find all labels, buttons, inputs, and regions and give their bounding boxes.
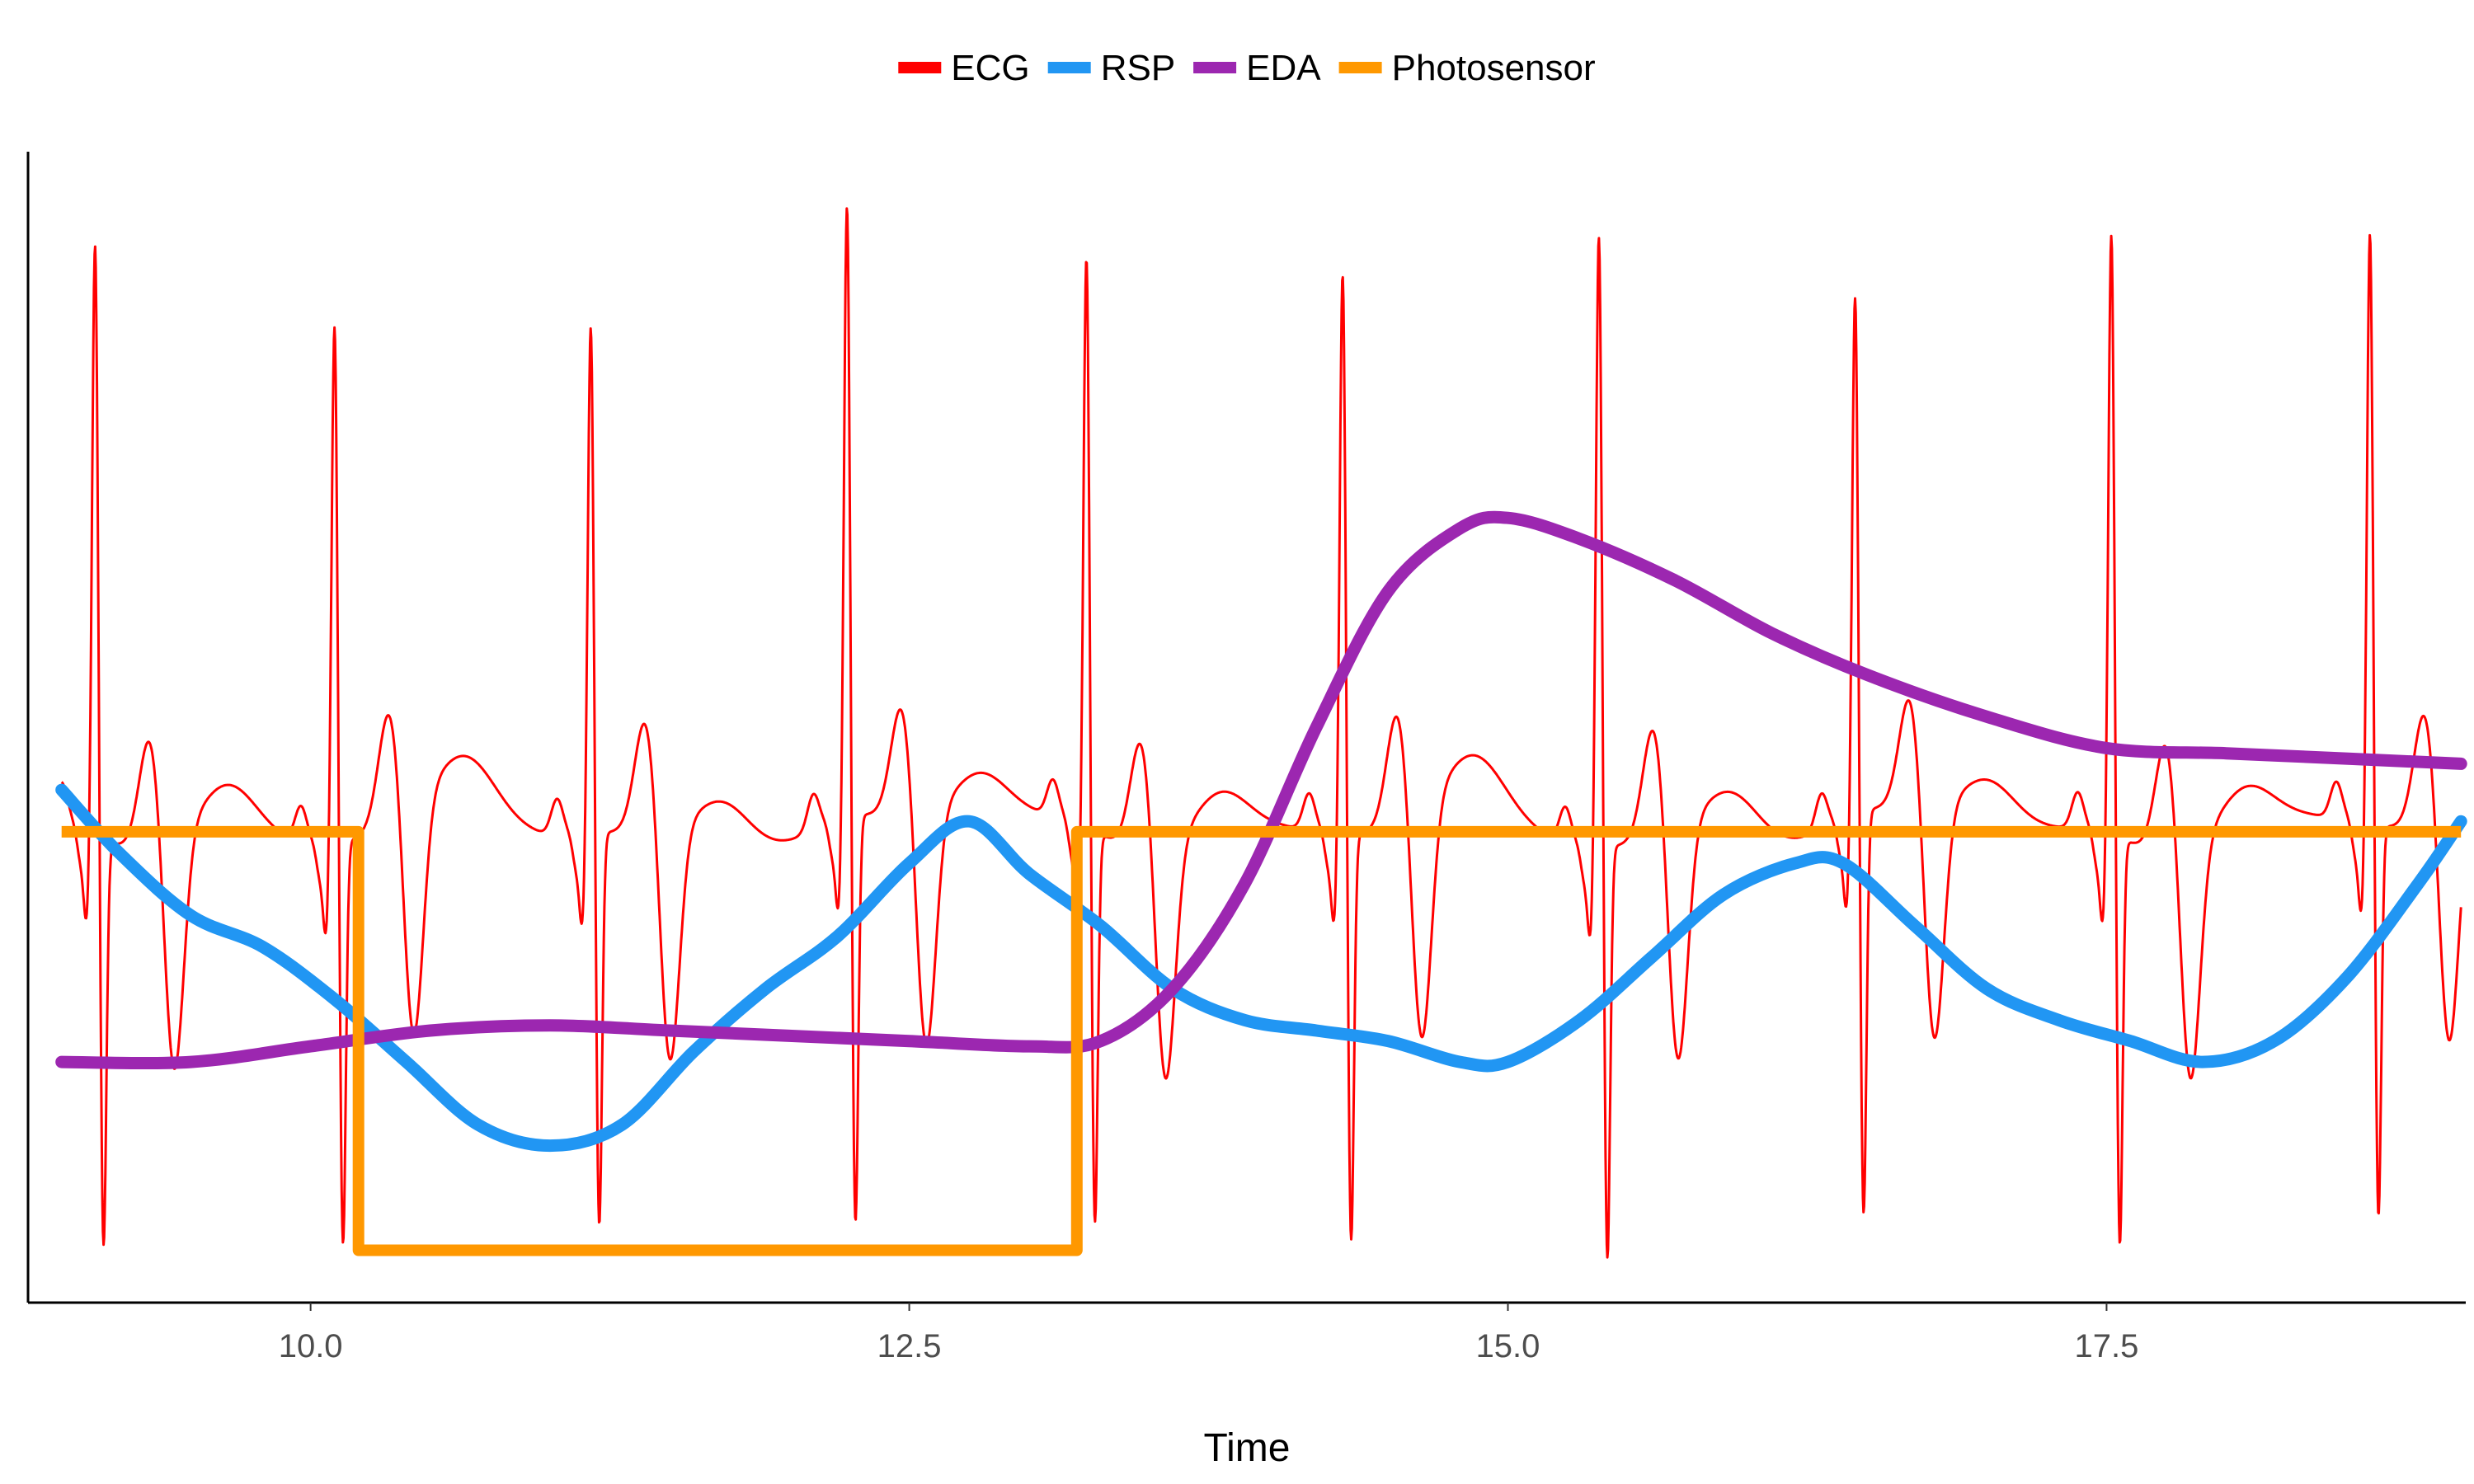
- legend-label: RSP: [1101, 48, 1175, 88]
- x-tick-label: 15.0: [1476, 1328, 1540, 1364]
- legend-label: ECG: [951, 48, 1029, 88]
- legend-label: EDA: [1246, 48, 1321, 88]
- legend-item-rsp: RSP: [1047, 48, 1175, 88]
- series-line-rsp: [55, 783, 2467, 1153]
- x-ticks: 10.0 12.5 15.0 17.5: [279, 1303, 2139, 1364]
- x-tick-label: 17.5: [2075, 1328, 2139, 1364]
- x-tick-label: 12.5: [877, 1328, 942, 1364]
- x-axis-title: Time: [1204, 1426, 1291, 1470]
- legend-item-ecg: ECG: [898, 48, 1030, 88]
- x-tick-label: 10.0: [279, 1328, 343, 1364]
- legend: ECG RSP EDA Photosensor: [898, 48, 1596, 88]
- series-line-photosensor: [61, 825, 2462, 1256]
- legend-item-photosensor: Photosensor: [1338, 48, 1596, 88]
- series-line-eda: [55, 510, 2467, 1070]
- legend-item-eda: EDA: [1193, 48, 1321, 88]
- legend-label: Photosensor: [1392, 48, 1596, 88]
- series-layer: [55, 207, 2467, 1259]
